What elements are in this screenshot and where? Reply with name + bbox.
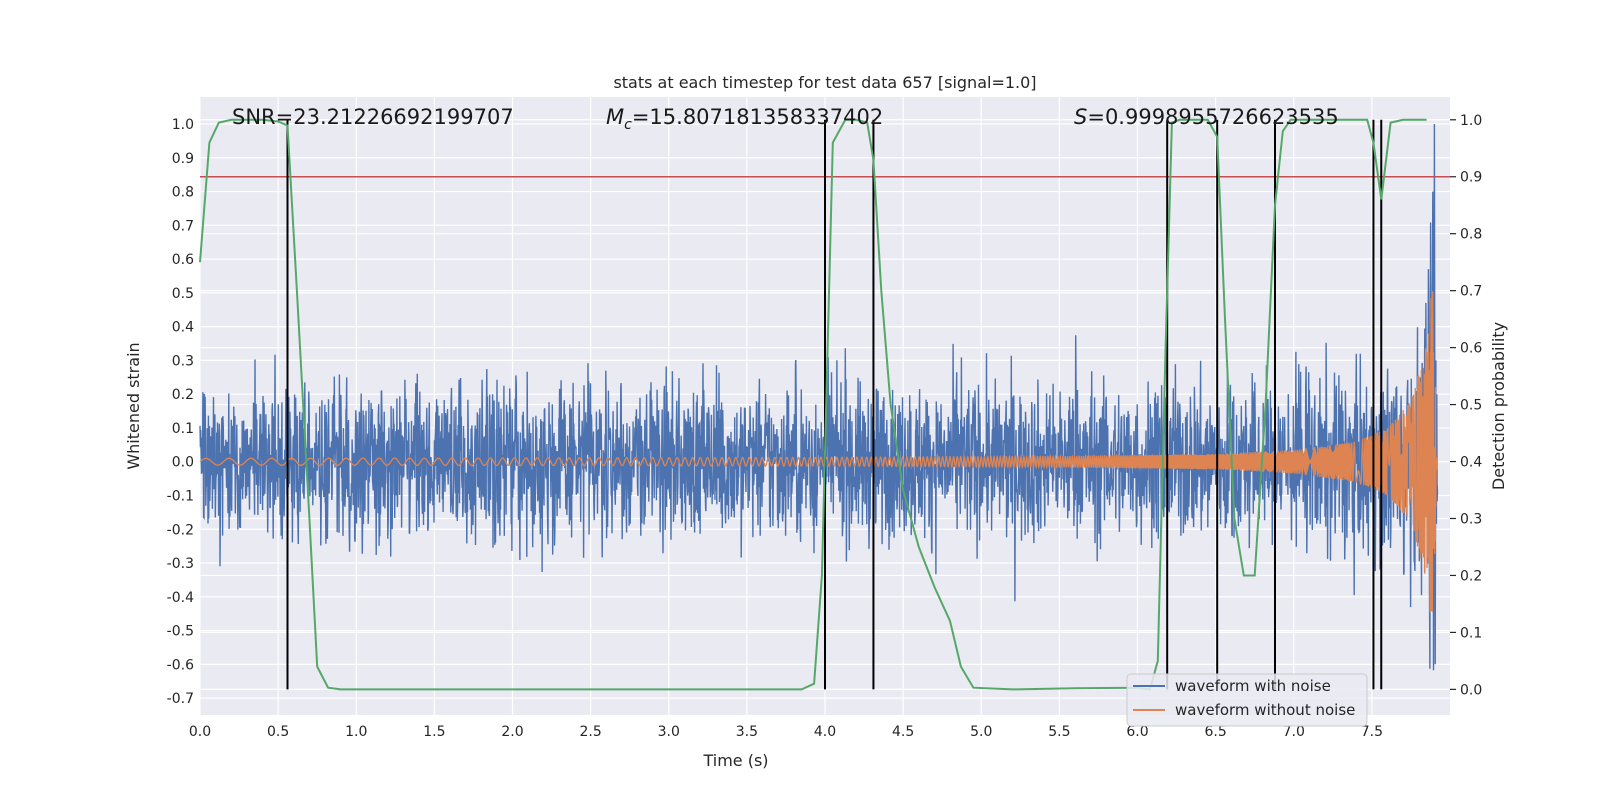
y-ticks-left: -0.7 -0.6 -0.5 -0.4 -0.3 -0.2 -0.1 0.0 0.1 0.2 0.3…: [167, 117, 194, 707]
y-tick-label: 0.7: [172, 218, 194, 234]
chirp-mass-symbol: M: [606, 105, 624, 129]
y-tick-label: -0.6: [167, 657, 194, 673]
y-tick-label: 0.5: [172, 286, 194, 302]
x-tick-label: 4.5: [892, 724, 914, 740]
x-tick-label: 2.0: [501, 724, 523, 740]
y-right-tick-label: 0.5: [1460, 398, 1482, 414]
x-ticks: 0.0 0.5 1.0 1.5 2.0 2.5 3.0 3.5 4.0 4.5 5.0 5.5 6.0 6…: [189, 724, 1383, 740]
x-tick-label: 6.0: [1126, 724, 1148, 740]
chirp-mass-subscript: c: [624, 117, 632, 133]
chirp-mass-value: =15.807181358337402: [632, 105, 883, 129]
y-tick-label: -0.1: [167, 488, 194, 504]
y-tick-label: 0.8: [172, 185, 194, 201]
y-tick-label: -0.4: [167, 590, 194, 606]
y-right-tick-label: 0.2: [1460, 568, 1482, 584]
statistic-value: =0.9998955726623535: [1087, 105, 1338, 129]
x-tick-label: 5.0: [970, 724, 992, 740]
noisy-waveform-line: [199, 123, 1439, 671]
x-tick-label: 7.0: [1283, 724, 1305, 740]
y-axis-label-right: Detection probability: [1489, 322, 1508, 490]
statistic-symbol: S: [1074, 105, 1087, 129]
x-tick-label: 3.5: [736, 724, 758, 740]
y-right-tick-label: 0.3: [1460, 511, 1482, 527]
y-tick-label: 0.0: [172, 455, 194, 471]
y-tick-label: 0.6: [172, 252, 194, 268]
x-tick-label: 0.0: [189, 724, 211, 740]
probability-line: [199, 118, 1427, 691]
snr-annotation: SNR=23.21226692199707: [232, 105, 514, 129]
x-tick-label: 1.0: [345, 724, 367, 740]
y-tick-label: 1.0: [172, 117, 194, 133]
y-ticks-right: 0.0 0.1 0.2 0.3 0.4 0.5 0.6 0.7 0.8 0.9 1.0: [1450, 113, 1482, 698]
y-tick-label: -0.3: [167, 556, 194, 572]
y-right-tick-label: 0.1: [1460, 625, 1482, 641]
y-tick-label: 0.1: [172, 421, 194, 437]
x-tick-label: 0.5: [267, 724, 289, 740]
y-tick-label: 0.9: [172, 151, 194, 167]
chirp-mass-annotation: Mc=15.807181358337402: [606, 105, 883, 133]
y-tick-label: -0.7: [167, 691, 194, 707]
y-right-tick-label: 0.6: [1460, 341, 1482, 357]
y-tick-label: 0.4: [172, 320, 194, 336]
x-tick-label: 4.0: [814, 724, 836, 740]
x-tick-label: 5.5: [1048, 724, 1070, 740]
x-tick-label: 6.5: [1204, 724, 1226, 740]
y-tick-label: -0.5: [167, 624, 194, 640]
y-right-tick-label: 1.0: [1460, 113, 1482, 129]
chart-title: stats at each timestep for test data 657…: [613, 73, 1036, 92]
x-axis-label: Time (s): [702, 751, 768, 770]
y-right-tick-label: 0.7: [1460, 284, 1482, 300]
legend-box: [1126, 673, 1368, 727]
y-right-tick-label: 0.8: [1460, 227, 1482, 243]
x-tick-label: 2.5: [579, 724, 601, 740]
y-axis-label: Whitened strain: [124, 342, 143, 469]
y-tick-label: -0.2: [167, 522, 194, 538]
legend: waveform with noise waveform without noi…: [1126, 673, 1368, 727]
x-tick-label: 7.5: [1361, 724, 1383, 740]
legend-label-noisy: waveform with noise: [1175, 677, 1331, 695]
y-right-tick-label: 0.4: [1460, 455, 1482, 471]
statistic-annotation: S=0.9998955726623535: [1074, 105, 1339, 129]
x-tick-label: 1.5: [423, 724, 445, 740]
plot-data: [199, 118, 1450, 691]
legend-label-clean: waveform without noise: [1175, 701, 1355, 719]
y-tick-label: 0.2: [172, 387, 194, 403]
y-right-tick-label: 0.9: [1460, 170, 1482, 186]
x-tick-label: 3.0: [658, 724, 680, 740]
clean-waveform-line: [199, 291, 1438, 613]
y-tick-label: 0.3: [172, 353, 194, 369]
y-right-tick-label: 0.0: [1460, 682, 1482, 698]
